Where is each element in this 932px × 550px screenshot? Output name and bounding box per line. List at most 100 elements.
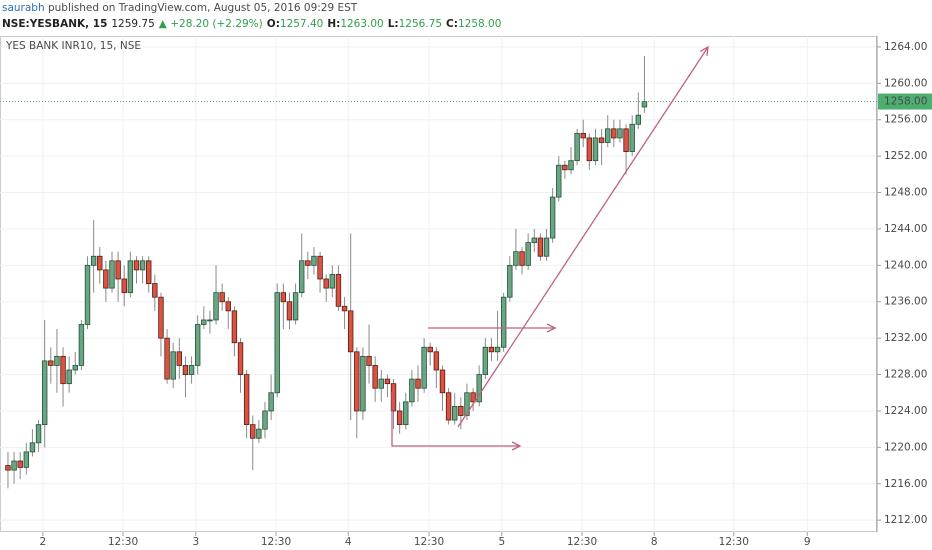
candle-body <box>372 365 378 389</box>
candle-body <box>207 319 213 322</box>
candle-body <box>97 255 103 271</box>
x-tick-label: 12:30 <box>261 536 291 548</box>
candle-body <box>452 406 458 421</box>
candle-body <box>201 319 207 325</box>
candle-body <box>305 260 311 266</box>
candle-body <box>415 378 421 389</box>
x-tick-label: 9 <box>804 536 811 548</box>
ohlc-value: 1257.40 <box>280 18 323 30</box>
candle-body <box>152 283 158 298</box>
y-tick-label: 1256.00 <box>884 114 927 126</box>
ohlc-value: 1258.00 <box>458 18 501 30</box>
candle-body <box>464 392 470 416</box>
ohlc-value: 1263.00 <box>340 18 383 30</box>
candle-body <box>482 346 489 375</box>
candle-body <box>525 242 531 266</box>
x-tick-label: 2 <box>39 536 46 548</box>
x-tick-label: 3 <box>192 536 199 548</box>
axes: 1212.00 1216.00 1220.00 1224.00 1228.00 1232.… <box>39 41 932 548</box>
price: 1259.75 <box>111 18 154 30</box>
candle-body <box>476 374 482 403</box>
candle-body <box>115 260 121 280</box>
candle-body <box>507 264 513 298</box>
candle-body <box>611 128 617 139</box>
candle-body <box>360 355 366 412</box>
candle-body <box>274 292 280 394</box>
candle-body <box>78 324 85 366</box>
candle-body <box>635 114 642 125</box>
candle-body <box>11 460 17 471</box>
candle-body <box>341 305 348 312</box>
candle-body <box>488 346 495 353</box>
candle-body <box>146 260 152 284</box>
y-tick-label: 1216.00 <box>884 478 927 490</box>
candle-body <box>574 132 580 162</box>
candle-body <box>500 296 507 348</box>
candle-body <box>409 378 415 403</box>
candle-body <box>317 255 323 280</box>
candle-body <box>280 292 287 303</box>
candle-body <box>90 255 97 266</box>
candle-body <box>48 360 54 366</box>
candle-body <box>598 137 605 143</box>
published: published on TradingView.com, August 05,… <box>45 2 358 14</box>
drawings <box>391 47 708 446</box>
candle-body <box>127 260 134 294</box>
candle-body <box>617 128 623 139</box>
y-tick-label: 1264.00 <box>884 41 927 53</box>
chart-title: YES BANK INR10, 15, NSE <box>5 40 141 52</box>
candle-body <box>170 351 176 380</box>
candle-body <box>262 410 268 430</box>
candle-body <box>299 260 305 294</box>
candle-body <box>109 260 115 289</box>
candle-body <box>519 251 525 266</box>
candle-body <box>219 292 225 303</box>
candle-body <box>580 132 586 139</box>
candle-body <box>513 251 519 266</box>
candle-body <box>623 128 629 152</box>
candle-body <box>537 237 544 257</box>
candle-body <box>396 410 403 426</box>
candle-body <box>378 378 384 389</box>
candle-body <box>84 264 91 325</box>
candle-body <box>41 360 48 426</box>
ohlc-label: C: <box>446 18 458 30</box>
candle-body <box>54 355 60 366</box>
candle-body <box>531 237 537 243</box>
candle-body <box>421 346 427 389</box>
candle-body <box>323 278 329 289</box>
candle-body <box>592 137 599 162</box>
candle-body <box>605 128 611 143</box>
ohlc-value: 1256.75 <box>399 18 442 30</box>
grid <box>0 36 877 532</box>
x-tick-label: 8 <box>651 536 658 548</box>
candle-body <box>103 269 109 289</box>
user[interactable]: saurabh <box>2 2 45 14</box>
candle-body <box>182 365 189 375</box>
symbol-line: NSE:YESBANK, 15 1259.75 ▲ +28.20 (+2.29%) O… <box>2 18 501 30</box>
candle-body <box>562 164 568 171</box>
candle-body <box>641 101 648 108</box>
candle-body <box>439 369 446 394</box>
candle-body <box>164 337 170 380</box>
candle-body <box>445 392 452 421</box>
candle-body <box>29 442 36 453</box>
level-arrow <box>391 392 520 446</box>
candle-body <box>433 351 440 371</box>
candle-body <box>23 451 30 468</box>
candle-body <box>286 301 293 321</box>
candle-body <box>311 255 317 266</box>
candle-body <box>133 260 140 271</box>
candle-body <box>243 374 250 426</box>
x-tick-label: 12:30 <box>414 536 444 548</box>
ohlc-label: L: <box>388 18 399 30</box>
y-tick-label: 1248.00 <box>884 187 927 199</box>
candles <box>0 56 877 489</box>
candle-body <box>176 351 183 366</box>
candle-body <box>354 351 360 412</box>
y-tick-label: 1220.00 <box>884 441 927 453</box>
candle-body <box>384 378 391 385</box>
candle-body <box>158 296 164 339</box>
y-tick-label: 1244.00 <box>884 223 927 235</box>
